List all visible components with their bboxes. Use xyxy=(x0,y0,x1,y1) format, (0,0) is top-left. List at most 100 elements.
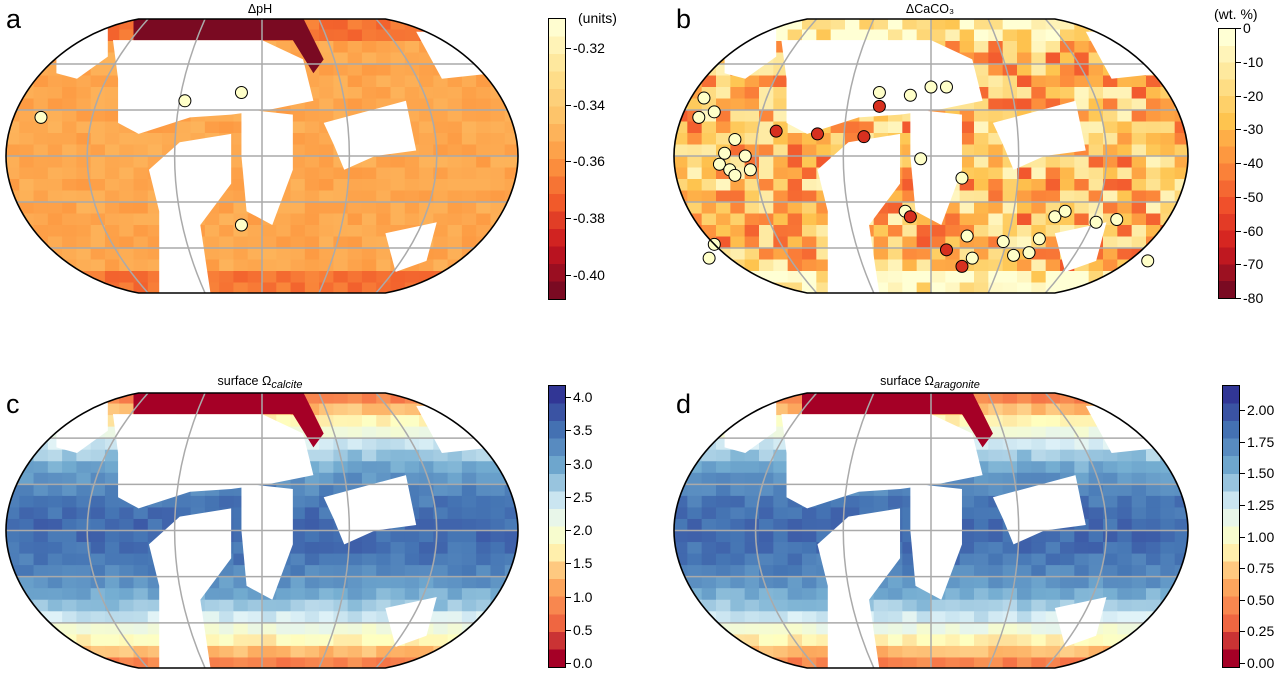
grid-cell xyxy=(47,41,63,54)
graticule-meridian xyxy=(317,393,351,668)
grid-cell xyxy=(476,156,492,169)
grid-cell xyxy=(47,179,63,192)
grid-cell xyxy=(333,179,349,192)
grid-cell xyxy=(447,190,463,203)
grid-cell xyxy=(33,565,49,578)
grid-cell xyxy=(290,236,306,249)
grid-cell xyxy=(1117,98,1133,111)
grid-cell xyxy=(802,565,817,578)
grid-cell xyxy=(716,565,731,578)
grid-cell xyxy=(76,110,92,123)
grid-cell xyxy=(1074,190,1090,203)
grid-cell xyxy=(916,225,932,238)
grid-cell xyxy=(1002,271,1018,284)
grid-cell xyxy=(6,41,20,54)
grid-cell xyxy=(104,645,120,659)
grid-cell xyxy=(945,29,961,42)
panel-label-d: d xyxy=(676,389,692,419)
grid-cell xyxy=(47,518,63,532)
colorbar-delta-caco3 xyxy=(1218,28,1236,299)
map-outline xyxy=(5,392,519,669)
grid-cell xyxy=(333,41,349,54)
grid-cell xyxy=(133,611,149,624)
grid-cell xyxy=(1117,484,1133,497)
grid-cell xyxy=(33,461,49,474)
grid-cell xyxy=(33,472,49,485)
grid-cell xyxy=(873,657,889,668)
grid-cell xyxy=(147,622,163,635)
grid-cell xyxy=(476,133,492,146)
grid-cell xyxy=(104,599,120,612)
grid-cell xyxy=(376,202,392,215)
grid-cell xyxy=(816,645,832,659)
grid-cell xyxy=(419,133,434,146)
site-marker xyxy=(857,130,871,144)
grid-cell xyxy=(90,259,106,272)
grid-cell xyxy=(104,472,120,485)
grid-cell xyxy=(204,225,220,238)
grid-cell xyxy=(47,190,63,203)
grid-cell xyxy=(744,190,760,203)
grid-cell xyxy=(361,202,377,215)
grid-cell xyxy=(319,225,334,238)
grid-cell xyxy=(47,657,63,668)
grid-cell xyxy=(504,622,518,635)
grid-cell xyxy=(76,518,92,532)
grid-cell xyxy=(1017,645,1032,659)
grid-cell xyxy=(119,553,135,566)
grid-cell xyxy=(361,426,377,439)
grid-cell xyxy=(47,19,63,31)
grid-cell xyxy=(1174,634,1188,647)
grid-cell xyxy=(988,213,1004,226)
land-mask xyxy=(148,508,232,668)
grid-cell xyxy=(447,403,463,416)
grid-cell xyxy=(447,110,463,123)
grid-cell xyxy=(1117,144,1133,157)
colorbar-tick-label: 0.25 xyxy=(1239,623,1275,640)
grid-cell xyxy=(76,179,92,192)
grid-cell xyxy=(47,271,63,284)
graticule-meridian xyxy=(842,393,875,668)
grid-cell xyxy=(1146,156,1161,169)
grid-cell xyxy=(461,271,477,284)
grid-cell xyxy=(744,622,760,635)
grid-cell xyxy=(701,472,717,485)
grid-cell xyxy=(19,495,35,509)
grid-cell xyxy=(347,461,363,474)
grid-cell xyxy=(404,213,420,226)
grid-cell xyxy=(504,403,518,416)
grid-cell xyxy=(1017,64,1032,77)
grid-cell xyxy=(433,110,449,123)
grid-cell xyxy=(6,282,20,293)
grid-cell xyxy=(974,622,989,635)
grid-cell xyxy=(744,236,760,249)
grid-cell xyxy=(461,133,477,146)
grid-cell xyxy=(276,225,292,238)
colorbar-tick-label: 0.50 xyxy=(1239,591,1275,608)
grid-cell xyxy=(104,202,120,215)
grid-cell xyxy=(674,213,688,226)
grid-cell xyxy=(33,202,49,215)
grid-cell xyxy=(1117,518,1133,532)
grid-cell xyxy=(902,19,918,31)
grid-cell xyxy=(47,110,63,123)
grid-cell xyxy=(290,202,306,215)
grid-cell xyxy=(716,576,731,589)
grid-cell xyxy=(390,202,406,215)
grid-cell xyxy=(773,213,789,226)
grid-cell xyxy=(6,19,20,31)
grid-cell xyxy=(461,449,477,462)
grid-cell xyxy=(687,64,703,77)
grid-cell xyxy=(759,518,774,532)
grid-cell xyxy=(504,518,518,532)
grid-cell xyxy=(1031,542,1047,555)
grid-cell xyxy=(6,271,20,284)
grid-cell xyxy=(233,599,249,612)
grid-cell xyxy=(1146,393,1161,405)
grid-cell xyxy=(674,75,688,88)
grid-cell xyxy=(119,599,135,612)
colorbar-tick-label: -0.38 xyxy=(566,210,605,226)
grid-cell xyxy=(504,133,518,146)
grid-cell xyxy=(347,167,363,180)
grid-cell xyxy=(490,144,506,157)
